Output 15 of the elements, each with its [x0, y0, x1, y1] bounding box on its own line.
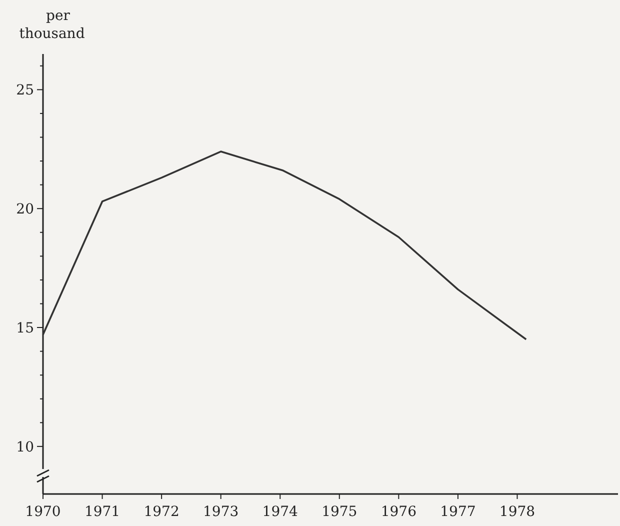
y-axis-title: per thousand — [19, 8, 85, 42]
y-tick-label: 15 — [16, 320, 34, 336]
y-tick-label: 20 — [16, 201, 34, 218]
x-tick-label: 1974 — [262, 504, 298, 520]
x-tick-label: 1977 — [440, 504, 476, 520]
x-tick-label: 1973 — [203, 504, 239, 520]
x-tick-label: 1972 — [144, 504, 180, 520]
line-series — [42, 150, 528, 340]
y-tick-label: 10 — [16, 439, 34, 456]
y-tick-label: 25 — [16, 82, 34, 99]
x-tick-label: 1976 — [380, 504, 417, 520]
x-tick-label: 1978 — [499, 504, 536, 520]
x-tick-label: 1970 — [25, 504, 61, 520]
x-tick-label: 1971 — [84, 504, 120, 520]
x-tick-label: 1975 — [322, 504, 358, 520]
